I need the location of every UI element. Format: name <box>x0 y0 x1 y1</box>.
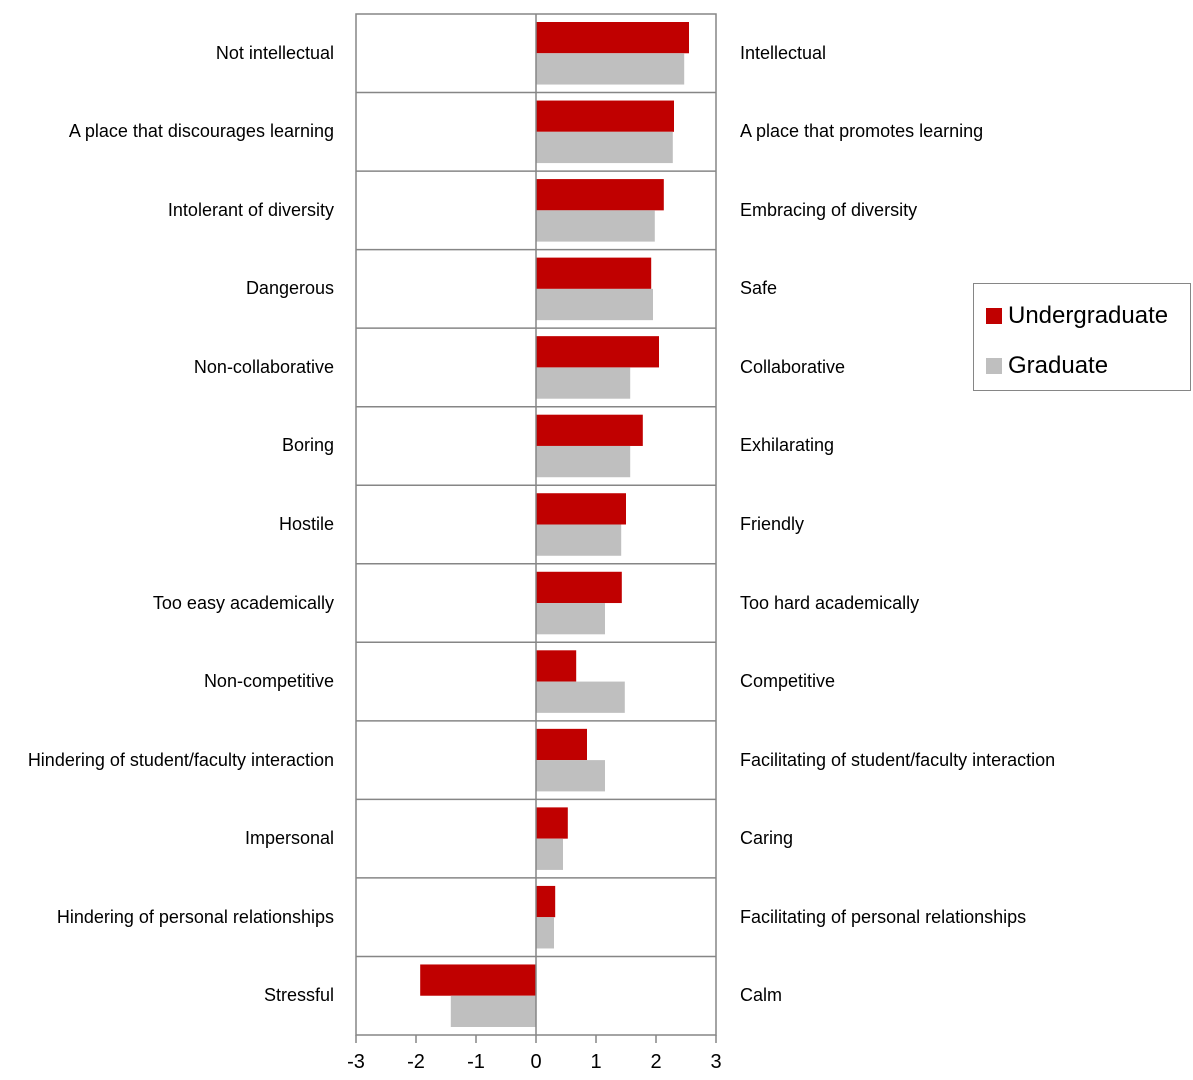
bar <box>536 807 568 839</box>
bar <box>536 22 689 54</box>
bar <box>536 210 655 242</box>
bar <box>536 414 643 446</box>
left-label: Not intellectual <box>0 14 334 93</box>
left-label: A place that discourages learning <box>0 93 334 172</box>
bar <box>536 131 673 164</box>
right-label-text: Safe <box>740 278 778 299</box>
bar <box>536 760 605 792</box>
bar <box>536 367 631 399</box>
left-label-text: Non-competitive <box>203 671 334 692</box>
right-label: Safe <box>740 250 1190 329</box>
bar <box>536 257 652 289</box>
bar <box>536 917 554 949</box>
left-label: Non-competitive <box>0 642 334 721</box>
left-label: Stressful <box>0 956 334 1035</box>
right-label-text: Friendly <box>740 513 805 534</box>
right-label: Competitive <box>740 642 1190 721</box>
right-label-text: Competitive <box>740 671 836 692</box>
bar <box>536 681 625 713</box>
x-tick-label: -1 <box>467 1051 485 1073</box>
left-label: Too easy academically <box>0 564 334 643</box>
left-label-text: Hindering of personal relationships <box>56 906 334 927</box>
x-tick-label: 3 <box>710 1051 721 1073</box>
right-label-text: Facilitating of personal relationships <box>740 906 1027 927</box>
right-label: Too hard academically <box>740 564 1190 643</box>
bar <box>536 179 664 211</box>
bar <box>536 524 622 556</box>
left-label-text: Hostile <box>278 513 334 534</box>
bar <box>536 838 563 870</box>
left-label: Impersonal <box>0 799 334 878</box>
right-label-text: A place that promotes learning <box>740 121 984 142</box>
bar <box>450 995 536 1027</box>
left-label: Boring <box>0 407 334 486</box>
right-label: Facilitating of student/faculty interact… <box>740 721 1190 800</box>
left-label-text: Not intellectual <box>215 42 334 63</box>
left-label-text: Too easy academically <box>152 592 334 613</box>
x-tick-label: 1 <box>590 1051 601 1073</box>
bar <box>536 728 587 761</box>
right-label: Calm <box>740 956 1190 1035</box>
left-label: Dangerous <box>0 250 334 329</box>
x-tick-label: -3 <box>347 1051 365 1073</box>
x-tick-label: 0 <box>530 1051 541 1073</box>
right-label: Friendly <box>740 485 1190 564</box>
left-label-text: Dangerous <box>245 278 334 299</box>
right-label-text: Calm <box>740 985 783 1006</box>
bar <box>536 885 556 918</box>
left-label: Non-collaborative <box>0 328 334 407</box>
bar <box>420 964 536 996</box>
left-label: Hostile <box>0 485 334 564</box>
legend-entry: Graduate <box>986 352 1108 380</box>
bar <box>536 571 622 604</box>
right-label: Embracing of diversity <box>740 171 1190 250</box>
x-tick-label: 2 <box>650 1051 661 1073</box>
right-label: Exhilarating <box>740 407 1190 486</box>
right-label-text: Caring <box>740 828 794 849</box>
bar <box>536 493 626 525</box>
left-label-text: A place that discourages learning <box>68 121 334 142</box>
legend-swatch <box>986 308 1002 324</box>
legend: Undergraduate Graduate <box>973 283 1191 391</box>
left-label-text: Hindering of student/faculty interaction <box>27 749 334 770</box>
legend-swatch <box>986 358 1002 374</box>
left-label-text: Intolerant of diversity <box>167 199 334 220</box>
left-label: Hindering of personal relationships <box>0 878 334 957</box>
right-label-text: Intellectual <box>740 42 827 63</box>
left-label-text: Boring <box>281 435 334 456</box>
right-label-text: Facilitating of student/faculty interact… <box>740 749 1056 770</box>
x-tick-label: -2 <box>407 1051 425 1073</box>
bar <box>536 336 659 368</box>
bar <box>536 53 685 85</box>
left-label-text: Impersonal <box>244 828 334 849</box>
right-label-text: Collaborative <box>740 356 846 377</box>
right-label: Collaborative <box>740 328 1190 407</box>
right-label: A place that promotes learning <box>740 93 1190 172</box>
right-label: Facilitating of personal relationships <box>740 878 1190 957</box>
bar <box>536 603 605 635</box>
right-label-text: Exhilarating <box>740 435 835 456</box>
bar <box>536 288 653 321</box>
left-label: Intolerant of diversity <box>0 171 334 250</box>
bar <box>536 100 674 132</box>
legend-label: Graduate <box>1008 352 1109 379</box>
legend-label: Undergraduate <box>1008 302 1169 329</box>
bar <box>536 650 577 682</box>
right-label: Caring <box>740 799 1190 878</box>
right-label: Intellectual <box>740 14 1190 93</box>
left-label-text: Stressful <box>263 985 334 1006</box>
legend-entry: Undergraduate <box>986 302 1168 330</box>
left-label-text: Non-collaborative <box>193 356 334 377</box>
right-label-text: Embracing of diversity <box>740 199 918 220</box>
left-label: Hindering of student/faculty interaction <box>0 721 334 800</box>
right-label-text: Too hard academically <box>740 592 920 613</box>
bar <box>536 445 631 478</box>
